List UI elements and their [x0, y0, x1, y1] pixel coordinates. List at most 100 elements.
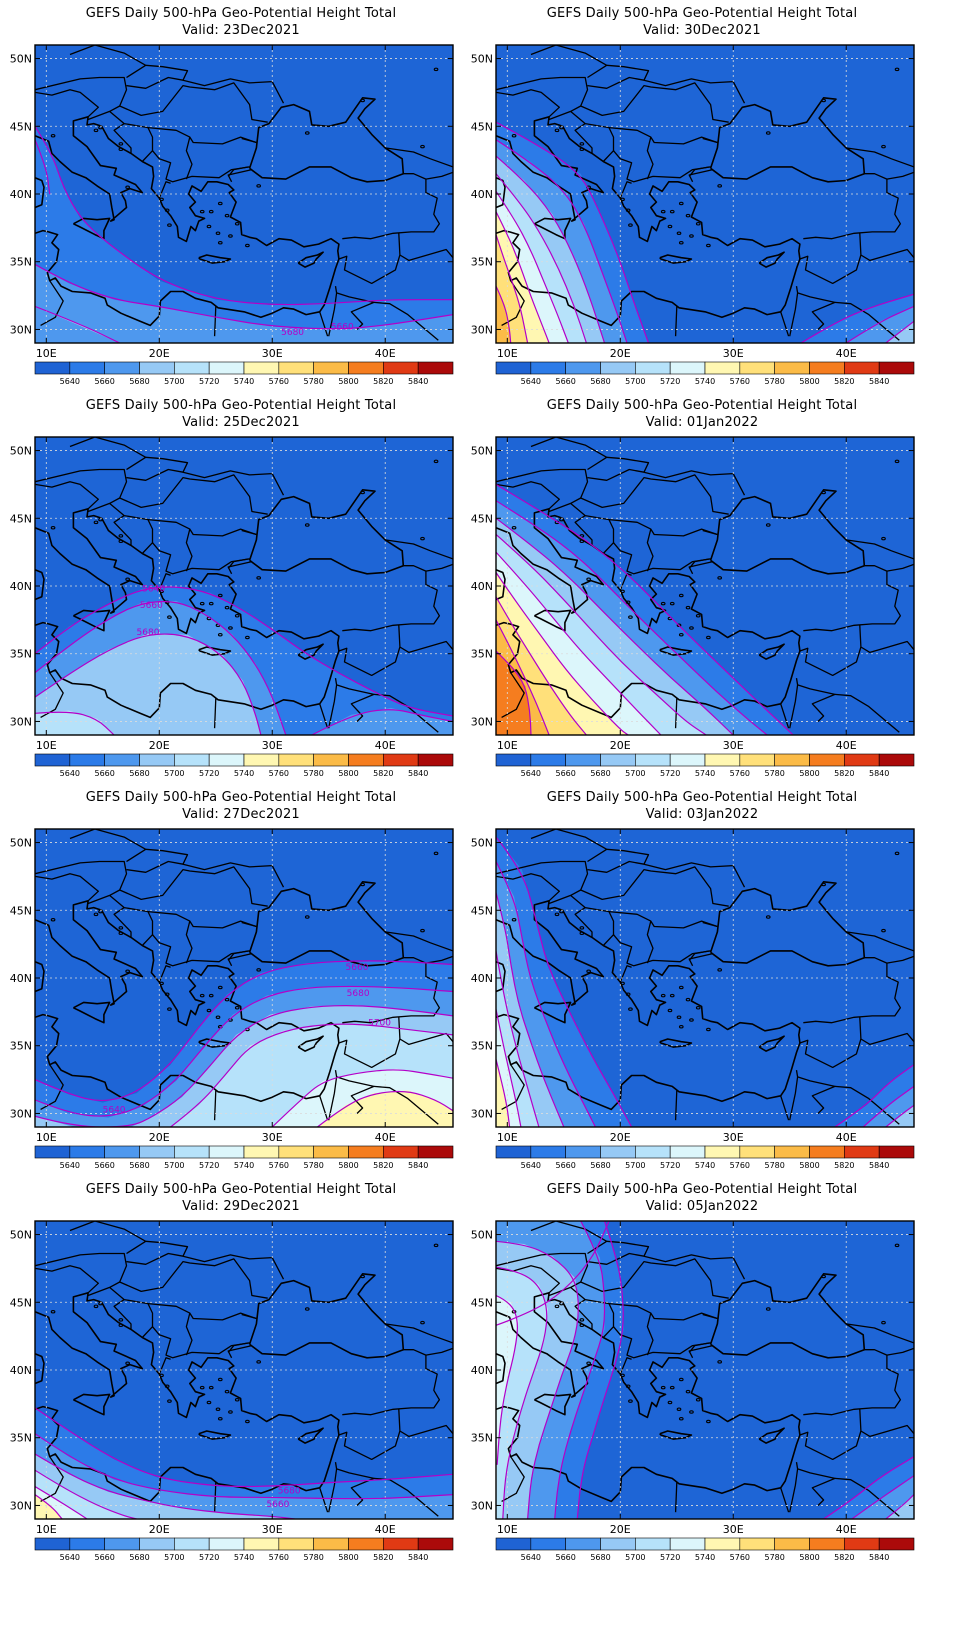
colorbar-swatch	[278, 1145, 314, 1159]
lon-tick-label: 10E	[36, 739, 57, 752]
coastline	[496, 1292, 801, 1503]
colorbar-swatch	[495, 1537, 532, 1551]
island	[660, 601, 666, 606]
country-border	[613, 1326, 711, 1359]
colorbar-label: 5700	[164, 1161, 184, 1170]
island	[579, 147, 585, 152]
country-border	[674, 1090, 678, 1121]
colorbar-swatch	[635, 753, 671, 767]
colorbar-swatch	[739, 753, 775, 767]
contour-line	[496, 1059, 511, 1127]
colorbar-label: 5780	[303, 1161, 323, 1170]
island	[881, 144, 886, 149]
country-border	[241, 1313, 257, 1320]
plot-area	[496, 1221, 914, 1519]
colorbar-swatch	[739, 1145, 775, 1159]
contour-line	[496, 861, 596, 1127]
island	[685, 605, 691, 610]
colorbar-label: 5680	[590, 1161, 610, 1170]
island	[118, 147, 124, 152]
country-border	[147, 910, 257, 929]
coastline	[297, 1427, 324, 1444]
island	[511, 918, 517, 922]
contour-line	[885, 1104, 914, 1127]
island	[625, 1384, 631, 1389]
colorbar-label: 5720	[199, 1161, 219, 1170]
lat-tick-label: 45N	[471, 1296, 493, 1309]
country-border	[113, 123, 132, 154]
lat-tick-label: 35N	[10, 1040, 32, 1053]
contour-line	[35, 1453, 295, 1519]
coastline	[758, 251, 785, 268]
colorbar-label: 5640	[60, 769, 80, 778]
colorbar-swatch	[243, 1145, 280, 1159]
country-border	[886, 563, 914, 572]
colorbar-label: 5660	[94, 377, 114, 386]
island	[118, 1323, 124, 1328]
country-border	[886, 1347, 914, 1356]
island	[50, 134, 56, 138]
country-border	[227, 952, 253, 967]
colorbar-label: 5760	[269, 1161, 289, 1170]
colorbar-label: 5640	[521, 377, 541, 386]
coastline	[496, 960, 506, 993]
plot-area	[496, 829, 914, 1127]
country-border	[643, 78, 746, 104]
contour-band	[496, 1295, 519, 1519]
country-border	[241, 921, 257, 928]
country-border	[113, 907, 132, 938]
map-panel: GEFS Daily 500-hPa Geo-Potential Height …	[461, 784, 943, 1194]
colorbar-swatch	[174, 1145, 210, 1159]
island	[667, 1400, 673, 1405]
colorbar-label: 5640	[521, 1161, 541, 1170]
coastline	[709, 1273, 866, 1359]
colorbar-swatch	[774, 753, 810, 767]
lat-tick-label: 45N	[471, 120, 493, 133]
country-border	[570, 502, 615, 554]
country-border	[834, 1477, 900, 1517]
country-border	[158, 573, 171, 591]
island	[245, 635, 250, 640]
colorbar-label: 5740	[234, 1161, 254, 1170]
colorbar-label: 5760	[269, 769, 289, 778]
lon-tick-label: 20E	[149, 347, 170, 360]
island	[234, 1398, 240, 1402]
colorbar-swatch	[104, 753, 140, 767]
country-border	[119, 1258, 268, 1299]
colorbar-swatch	[174, 1537, 210, 1551]
country-border	[619, 1357, 632, 1375]
colorbar-swatch	[844, 1145, 880, 1159]
lon-tick-label: 30E	[262, 347, 283, 360]
country-border	[496, 1252, 589, 1297]
country-border	[496, 468, 589, 513]
colorbar-swatch	[809, 1537, 845, 1551]
coastline	[248, 489, 405, 575]
country-border	[119, 82, 268, 123]
country-border	[35, 481, 99, 510]
lat-tick-label: 50N	[471, 837, 493, 850]
lon-tick-label: 10E	[497, 739, 518, 752]
lon-tick-label: 30E	[723, 347, 744, 360]
colorbar-swatch	[104, 1145, 140, 1159]
lat-tick-label: 30N	[10, 715, 32, 728]
colorbar-swatch	[139, 1537, 175, 1551]
island	[894, 459, 900, 464]
country-border	[501, 1456, 525, 1502]
island	[304, 1307, 310, 1311]
colorbar-label: 5720	[660, 769, 680, 778]
colorbar-label: 5800	[799, 1161, 819, 1170]
country-border	[69, 829, 147, 863]
country-border	[702, 921, 718, 928]
island	[208, 601, 214, 606]
colorbar-label: 5720	[199, 769, 219, 778]
coastline	[534, 1001, 572, 1024]
island	[678, 201, 684, 206]
lon-tick-label: 40E	[836, 347, 857, 360]
lat-tick-label: 35N	[471, 1432, 493, 1445]
colorbar-label: 5780	[764, 1553, 784, 1562]
colorbar-swatch	[739, 1537, 775, 1551]
island	[118, 931, 124, 936]
country-border	[35, 860, 128, 905]
colorbar-label: 5660	[555, 1161, 575, 1170]
